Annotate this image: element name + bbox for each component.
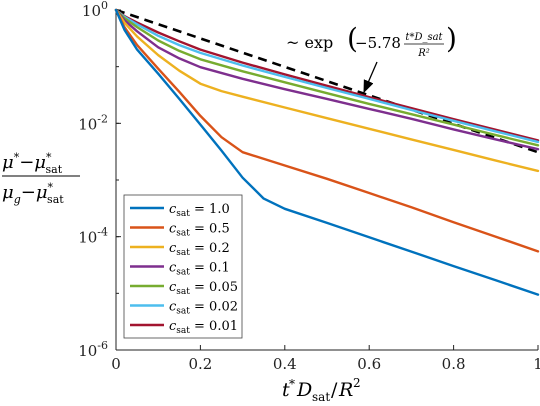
x-axis-label-t: t	[282, 379, 290, 401]
legend-items: csat = 1.0 csat = 0.5 csat = 0.2 csat = 0.1…	[130, 202, 238, 336]
legend-label: csat = 0.01	[169, 319, 238, 336]
annotation-close-paren: )	[446, 22, 457, 55]
x-tick-label: 0.6	[357, 355, 381, 373]
x-axis-label-sat: sat	[312, 390, 330, 404]
x-axis-label-D: D	[296, 379, 312, 401]
series-line-0.01	[114, 8, 540, 142]
series-line-0.05	[114, 8, 540, 147]
y-tick-label: 10-6	[78, 339, 108, 360]
x-tick-label: 0	[111, 355, 121, 373]
annotation-prefix: ~ exp	[286, 33, 333, 52]
x-tick-label: 1	[533, 355, 540, 373]
series-group	[114, 8, 540, 296]
annotation-open-paren: (	[347, 22, 358, 55]
annotation-arrow	[363, 61, 378, 94]
legend: csat = 1.0 csat = 0.5 csat = 0.2 csat = 0.1…	[123, 194, 243, 339]
annotation: ~ exp ( −5.78 t*D_sat R² )	[286, 22, 457, 94]
y-tick-label: 10-4	[78, 226, 108, 247]
y-label-numerator: μ*−μ* sat	[2, 151, 63, 176]
series-line-0.2	[114, 8, 540, 173]
series-line-0.5	[114, 8, 540, 253]
legend-label: csat = 0.2	[169, 241, 230, 258]
x-tick-label: 0.4	[273, 355, 297, 373]
y-tick-label: 10-2	[78, 112, 108, 133]
series-line-1.0	[114, 8, 540, 296]
series-line-0.02	[114, 8, 540, 144]
legend-label: csat = 1.0	[169, 202, 230, 219]
x-tick-label: 0.2	[188, 355, 212, 373]
annotation-denominator: R²	[417, 48, 430, 59]
legend-label: csat = 0.5	[169, 222, 230, 239]
legend-label: csat = 0.02	[169, 300, 238, 317]
annotation-numerator: t*D_sat	[405, 32, 443, 43]
legend-label: csat = 0.1	[169, 261, 230, 278]
series-line-0.1	[114, 8, 540, 151]
x-axis-label-star: *	[289, 377, 295, 391]
y-axis-label: μ*−μ* sat μg−μ* sat	[2, 151, 80, 206]
x-ticks: 0 0.2 0.4 0.6 0.8 1	[111, 345, 540, 373]
x-axis-label: t * D sat / R 2	[282, 376, 361, 404]
y-label-denominator: μg−μ* sat	[2, 181, 64, 206]
y-ticks: 100 10-2 10-4 10-6	[78, 0, 121, 360]
x-axis-label-exp: 2	[353, 376, 361, 390]
x-axis-label-R: R	[338, 379, 353, 401]
annotation-coefficient: −5.78	[355, 34, 401, 52]
x-axis-label-slash: /	[331, 379, 338, 401]
x-tick-label: 0.8	[442, 355, 466, 373]
y-tick-label: 100	[82, 0, 108, 20]
legend-label: csat = 0.05	[169, 280, 238, 297]
